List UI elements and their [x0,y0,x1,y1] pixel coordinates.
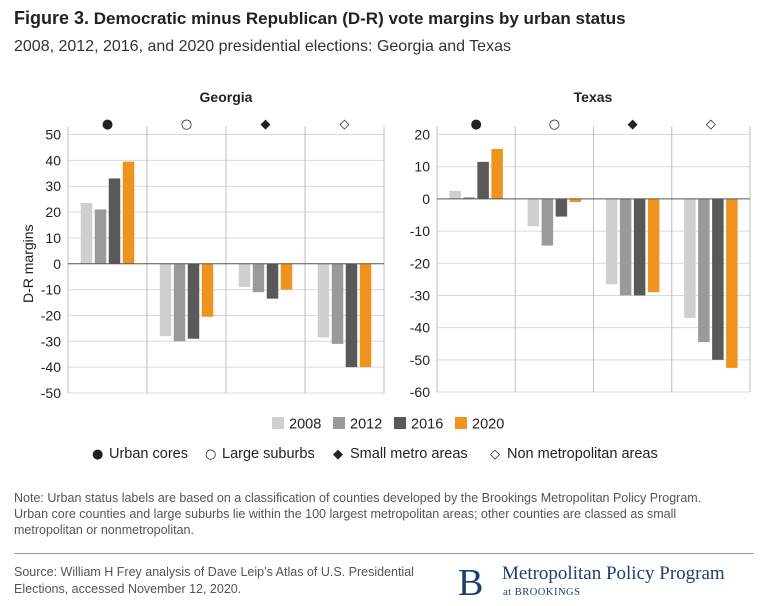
y-tick-label-georgia: -30 [41,333,61,349]
y-tick-label-texas: -20 [410,255,430,271]
legend-marker-label-1: Large suburbs [222,446,315,462]
group-marker-georgia-3: ◇ [340,117,350,132]
note-text: Note: Urban status labels are based on a… [14,491,702,537]
bar-georgia-2012-1 [173,263,186,342]
bar-georgia-2016-2 [266,263,279,299]
y-tick-label-texas: -10 [410,223,430,239]
y-tick-label-georgia: -40 [41,359,61,375]
bar-texas-2016-1 [555,198,568,217]
legend-year-2020: 2020 [472,417,504,433]
figure-title-text: Democratic minus Republican (D-R) vote m… [93,9,626,28]
legend-marker-symbol-2: ◆ [333,447,343,462]
legend-marker-label-2: Small metro areas [350,446,468,462]
figure-title-lead: Figure 3. [14,8,90,28]
y-tick-label-texas: -60 [410,384,430,400]
legend-marker-label-3: Non metropolitan areas [507,446,658,462]
bar-texas-2020-2 [647,198,660,293]
bar-texas-2008-0 [449,190,461,199]
bar-texas-2012-1 [541,198,554,246]
panel-title-texas: Texas [574,89,613,105]
group-marker-texas-0: ● [470,117,481,132]
group-marker-texas-2: ◆ [628,117,638,132]
logo-program-name: Metropolitan Policy Program [502,563,725,584]
bar-georgia-2016-1 [187,263,200,339]
panel-title-georgia: Georgia [200,89,253,105]
logo-subtitle: at BROOKINGS [503,587,581,598]
y-tick-label-georgia: 40 [45,152,61,168]
bar-georgia-2008-3 [317,263,330,338]
bar-texas-2020-3 [726,198,738,368]
bar-georgia-2008-2 [238,263,251,288]
bar-texas-2020-0 [491,148,503,199]
y-tick-label-texas: -50 [410,352,430,368]
y-axis-label: D-R margins [20,224,36,303]
bar-texas-2012-2 [619,198,632,296]
group-marker-georgia-0: ● [102,117,113,132]
legend-year-2016: 2016 [411,417,443,433]
legend-marker-symbol-3: ◇ [490,447,500,462]
y-tick-label-georgia: 20 [45,204,61,220]
brookings-logo: B Metropolitan Policy Program at BROOKIN… [458,562,758,604]
bar-texas-2016-2 [633,198,646,296]
y-tick-label-texas: 0 [422,191,430,207]
y-tick-label-texas: 20 [414,127,430,143]
bar-georgia-2020-0 [122,161,135,264]
bar-texas-2020-1 [569,198,582,203]
bar-texas-2008-2 [605,198,618,285]
group-marker-texas-1: ○ [549,117,560,132]
legend-swatch-2008 [272,417,284,429]
bar-georgia-2020-3 [359,263,372,368]
bar-georgia-2012-2 [252,263,265,293]
bar-georgia-2016-0 [108,178,121,264]
bar-georgia-2012-0 [94,209,107,264]
bar-texas-2016-3 [712,198,724,360]
y-tick-label-georgia: 50 [45,127,61,143]
legend-year-2008: 2008 [289,417,321,433]
logo-letter: B [458,562,484,604]
footer-divider [14,553,754,554]
y-tick-label-georgia: -20 [41,307,61,323]
group-marker-texas-3: ◇ [706,117,716,132]
bar-texas-2012-0 [463,197,475,199]
bar-texas-2012-3 [698,198,710,343]
source-text: Source: William H Frey analysis of Dave … [14,565,414,596]
chart-area: Georgia 50 40 30 20 10 0 -10 -20 -30 -40 -50 ● ○ ◆ ◇ D-R… [20,89,751,462]
bar-georgia-2012-3 [331,263,344,344]
bar-georgia-2020-2 [280,263,293,290]
bar-georgia-2008-0 [80,203,93,264]
group-marker-georgia-2: ◆ [261,117,271,132]
y-tick-label-georgia: 10 [45,230,61,246]
y-tick-label-georgia: -10 [41,282,61,298]
figure-title: Figure 3. Democratic minus Republican (D… [14,8,626,29]
legend-marker-label-0: Urban cores [109,446,188,462]
bar-georgia-2008-1 [159,263,172,337]
figure-subtitle: 2008, 2012, 2016, and 2020 presidential … [14,38,511,55]
bar-georgia-2020-1 [201,263,214,317]
legend-swatch-2020 [455,417,467,429]
legend-year-2012: 2012 [350,417,382,433]
y-tick-label-texas: 10 [414,159,430,175]
y-tick-label-texas: -40 [410,320,430,336]
legend-swatch-2012 [333,417,345,429]
legend-swatch-2016 [394,417,406,429]
group-marker-georgia-1: ○ [181,117,192,132]
legend-marker-symbol-0: ● [92,447,103,462]
bar-texas-2016-0 [477,161,489,199]
legend-marker-symbol-1: ○ [205,447,216,462]
y-tick-label-georgia: 30 [45,178,61,194]
bar-georgia-2016-3 [345,263,358,368]
y-tick-label-texas: -30 [410,287,430,303]
bar-texas-2008-3 [684,198,696,318]
y-tick-label-georgia: -50 [41,385,61,401]
y-tick-label-georgia: 0 [53,256,61,272]
bar-texas-2008-1 [527,198,540,227]
